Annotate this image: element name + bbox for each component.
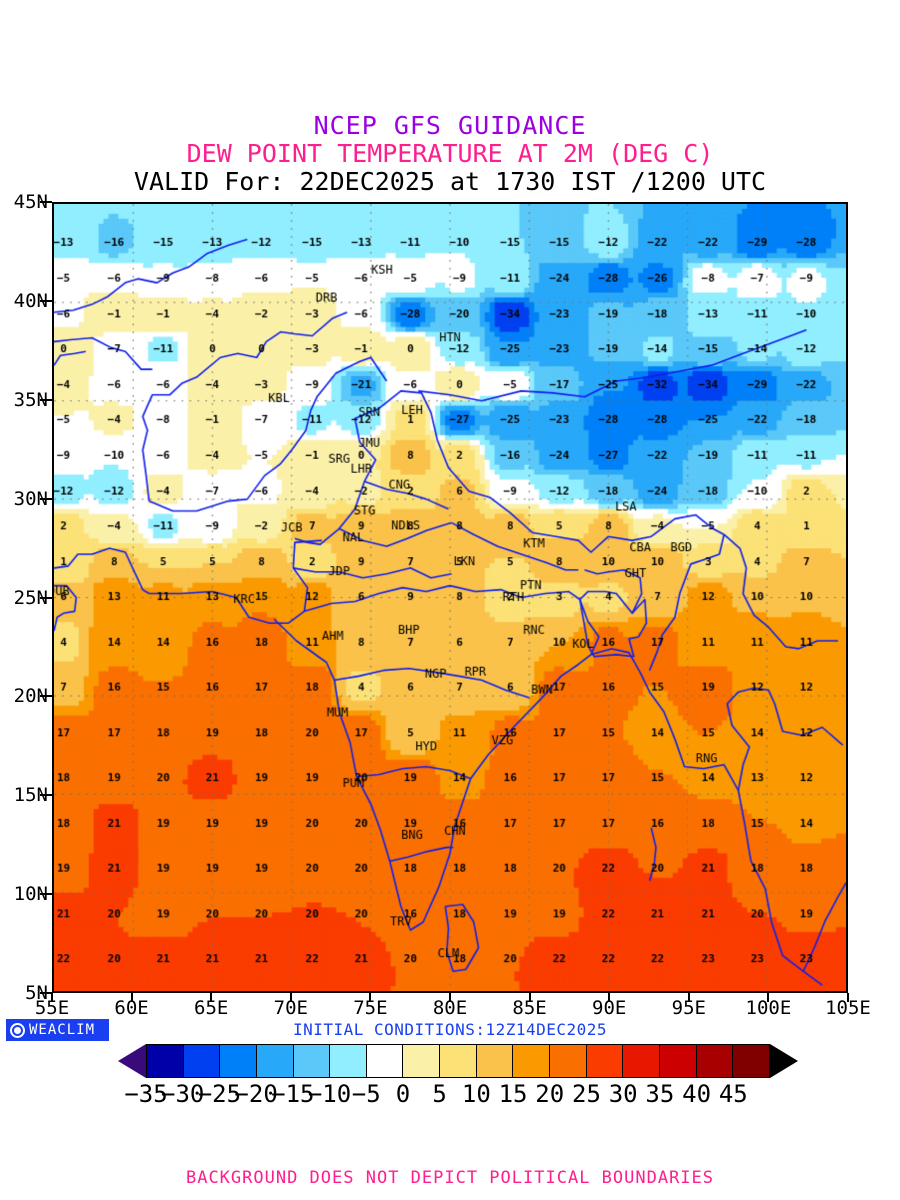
x-axis-tick bbox=[130, 993, 133, 1002]
colorbar-tick: −5 bbox=[351, 1080, 381, 1108]
colorbar-swatch[interactable] bbox=[513, 1045, 551, 1077]
colorbar-swatch[interactable] bbox=[440, 1045, 477, 1077]
x-axis-label: 100E bbox=[745, 997, 792, 1019]
x-axis-tick bbox=[608, 993, 611, 1002]
colorbar-tick: 0 bbox=[395, 1080, 411, 1108]
colorbar-swatch[interactable] bbox=[183, 1045, 221, 1077]
x-axis-tick bbox=[210, 993, 213, 1002]
colorbar-tick: 10 bbox=[461, 1080, 491, 1108]
x-axis-tick bbox=[369, 993, 372, 1002]
y-axis-tick bbox=[40, 596, 52, 599]
y-axis-tick bbox=[40, 201, 52, 203]
colorbar-swatch[interactable] bbox=[220, 1045, 257, 1077]
y-axis-label: 10N bbox=[13, 883, 48, 906]
weaclim-logo-text: WEACLIM bbox=[29, 1022, 96, 1038]
y-axis-label: 20N bbox=[13, 685, 48, 708]
colorbar-tick: 45 bbox=[718, 1080, 748, 1108]
colorbar-tick: −25 bbox=[197, 1080, 242, 1108]
colorbar-tick: −10 bbox=[307, 1080, 352, 1108]
x-axis-tick bbox=[847, 993, 849, 1002]
colorbar-tick: 5 bbox=[432, 1080, 447, 1108]
colorbar-swatch[interactable] bbox=[659, 1045, 697, 1077]
colorbar-swatch[interactable] bbox=[293, 1045, 331, 1077]
colorbar-under-arrow bbox=[118, 1044, 146, 1078]
colorbar-swatch[interactable] bbox=[550, 1045, 587, 1077]
x-axis-label: 105E bbox=[825, 997, 871, 1019]
colorbar-swatch[interactable] bbox=[696, 1045, 734, 1077]
x-axis-tick bbox=[687, 993, 690, 1002]
y-axis-tick bbox=[40, 497, 52, 500]
disclaimer-text: BACKGROUND DOES NOT DEPICT POLITICAL BOU… bbox=[185, 1168, 715, 1188]
y-axis-label: 15N bbox=[13, 784, 48, 807]
circle-ring-icon bbox=[10, 1022, 25, 1038]
colorbar-swatch[interactable] bbox=[733, 1045, 769, 1077]
colorbar[interactable] bbox=[118, 1044, 798, 1078]
y-axis-label: 25N bbox=[13, 586, 48, 609]
x-axis-label: 55E bbox=[34, 997, 70, 1019]
y-axis-label: 5N bbox=[25, 982, 48, 1004]
y-axis-label: 35N bbox=[13, 388, 48, 411]
weaclim-logo: WEACLIM bbox=[6, 1019, 109, 1041]
y-axis-label: 40N bbox=[13, 289, 48, 312]
x-axis-label: 60E bbox=[114, 997, 149, 1019]
chart-title-agency: NCEP GFS GUIDANCE bbox=[313, 111, 587, 140]
y-axis-tick bbox=[40, 794, 52, 797]
x-axis-label: 70E bbox=[273, 997, 308, 1019]
x-axis-label: 85E bbox=[512, 997, 547, 1019]
y-axis-tick bbox=[40, 695, 52, 698]
colorbar-swatch[interactable] bbox=[256, 1045, 294, 1077]
colorbar-tick: −15 bbox=[271, 1080, 315, 1108]
colorbar-tick: −20 bbox=[234, 1080, 278, 1108]
x-axis-tick bbox=[289, 993, 292, 1002]
x-axis-tick bbox=[767, 993, 770, 1002]
colorbar-tick: 25 bbox=[572, 1080, 601, 1108]
x-axis-label: 90E bbox=[592, 997, 627, 1019]
y-axis-tick bbox=[40, 299, 52, 302]
x-axis-tick bbox=[528, 993, 531, 1002]
x-axis-label: 65E bbox=[194, 997, 229, 1019]
map-plot-area[interactable] bbox=[52, 202, 848, 993]
colorbar-swatch[interactable] bbox=[147, 1045, 184, 1077]
y-axis-label: 30N bbox=[13, 487, 48, 510]
colorbar-tick-labels: −35 −30 −25 −20 −15 −10 −5 0 5 10 15 20 25 30 35 40 45 bbox=[118, 1080, 798, 1108]
dewpoint-heatmap-canvas bbox=[54, 204, 846, 991]
colorbar-swatch[interactable] bbox=[403, 1045, 441, 1077]
title-block: NCEP GFS GUIDANCE DEW POINT TEMPERATURE … bbox=[0, 112, 900, 196]
chart-title-valid-time: VALID For: 22DEC2025 at 1730 IST /1200 U… bbox=[133, 167, 767, 196]
x-axis-label: 75E bbox=[353, 997, 388, 1019]
y-axis-tick bbox=[40, 893, 52, 896]
colorbar-swatch[interactable] bbox=[330, 1045, 367, 1077]
colorbar-over-arrow bbox=[770, 1044, 798, 1078]
colorbar-swatch[interactable] bbox=[623, 1045, 660, 1077]
colorbar-tick: 40 bbox=[682, 1080, 712, 1108]
y-axis-tick bbox=[40, 992, 52, 994]
colorbar-segments[interactable] bbox=[146, 1044, 770, 1078]
colorbar-tick: −35 bbox=[124, 1080, 168, 1108]
colorbar-tick: 30 bbox=[608, 1080, 638, 1108]
x-axis-tick bbox=[449, 993, 451, 1002]
y-axis-label: 45N bbox=[13, 191, 48, 213]
colorbar-swatch[interactable] bbox=[366, 1045, 404, 1077]
colorbar-tick: 35 bbox=[645, 1080, 675, 1108]
colorbar-tick: 15 bbox=[498, 1080, 528, 1108]
x-axis-tick bbox=[51, 993, 53, 1002]
x-axis-label: 80E bbox=[432, 997, 468, 1019]
colorbar-swatch[interactable] bbox=[586, 1045, 624, 1077]
y-axis-tick bbox=[40, 398, 52, 401]
x-axis-label: 95E bbox=[671, 997, 706, 1019]
initial-conditions-label: INITIAL CONDITIONS:12Z14DEC2025 bbox=[292, 1020, 608, 1039]
chart-title-variable: DEW POINT TEMPERATURE AT 2M (DEG C) bbox=[186, 139, 714, 168]
colorbar-swatch[interactable] bbox=[476, 1045, 514, 1077]
colorbar-tick: 20 bbox=[535, 1080, 565, 1108]
colorbar-tick: −30 bbox=[161, 1080, 205, 1108]
